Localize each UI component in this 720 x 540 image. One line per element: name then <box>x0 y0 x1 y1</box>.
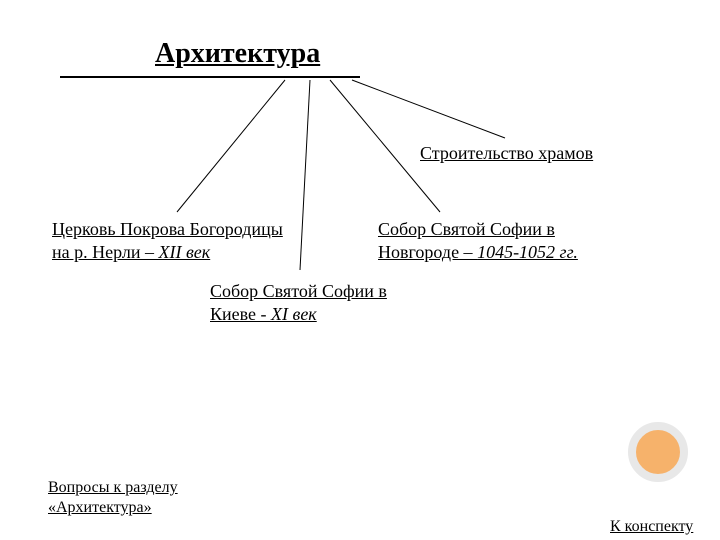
node-sophia-novgorod: Собор Святой Софии в Новгороде – 1045-10… <box>378 218 578 263</box>
node-sophia-novgorod-line2a: Новгороде – <box>378 242 477 262</box>
circle-decoration <box>628 422 688 482</box>
footer-questions-line1: Вопросы к разделу <box>48 479 178 496</box>
node-sophia-novgorod-line2b: 1045-1052 гг. <box>477 242 578 262</box>
node-sophia-kiev: Собор Святой Софии в Киеве - XI век <box>210 280 387 325</box>
node-church-nerl-line2b: XII век <box>159 242 211 262</box>
branch-line-4 <box>352 80 505 138</box>
node-church-nerl-line1: Церковь Покрова Богородицы <box>52 219 283 239</box>
node-sophia-kiev-line1: Собор Святой Софии в <box>210 281 387 301</box>
branch-line-2 <box>300 80 310 270</box>
connector-lines <box>0 0 720 540</box>
footer-questions-link[interactable]: Вопросы к разделу «Архитектура» <box>48 478 178 518</box>
node-construction: Строительство храмов <box>420 142 593 165</box>
node-sophia-novgorod-line1: Собор Святой Софии в <box>378 219 555 239</box>
node-sophia-kiev-line2a: Киеве - <box>210 304 271 324</box>
branch-line-1 <box>177 80 285 212</box>
node-church-nerl-line2a: на р. Нерли – <box>52 242 159 262</box>
node-sophia-kiev-line2b: XI век <box>271 304 317 324</box>
footer-to-notes-link[interactable]: К конспекту <box>610 518 693 536</box>
page-title: Архитектура <box>155 38 320 70</box>
slide: { "title": { "text": "Архитектура", "x":… <box>0 0 720 540</box>
footer-questions-line2: «Архитектура» <box>48 499 152 516</box>
node-church-nerl: Церковь Покрова Богородицы на р. Нерли –… <box>52 218 283 263</box>
